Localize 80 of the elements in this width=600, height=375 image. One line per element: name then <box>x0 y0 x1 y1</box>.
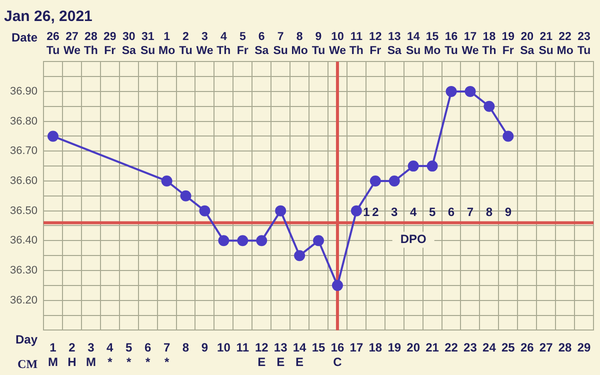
x-tick-label: 9 Tu <box>312 31 326 57</box>
annotation: 6 <box>448 205 455 220</box>
annotation: 4 <box>410 205 417 220</box>
x2-tick-label: 19 <box>388 340 402 355</box>
annotation: 3 <box>391 205 398 220</box>
x2-tick-label: 29 <box>577 340 592 355</box>
x2-tick-label: 7 * <box>163 340 170 370</box>
x-tick-label: 4 Th <box>216 31 231 57</box>
x-tick-label: 15 Mo <box>424 31 441 57</box>
x2-tick-label: 21 <box>426 340 440 355</box>
y-tick-label: 36.90 <box>10 85 38 98</box>
x-tick-label: 3 We <box>196 31 214 57</box>
x2-tick-label: 1 M <box>48 340 58 370</box>
x-tick-label: 18 Th <box>482 31 496 57</box>
text: CM <box>18 357 38 372</box>
x2-tick-label: 15 <box>312 340 326 355</box>
x2-tick-label: 25 <box>501 340 516 355</box>
x2-tick-label: 16 C <box>330 340 344 370</box>
annotation: 9 <box>504 205 512 220</box>
x2-tick-label: 14 E <box>292 340 307 370</box>
x2-tick-label: 20 <box>406 340 420 355</box>
y-tick-label: 36.60 <box>10 175 38 188</box>
annotation: 8 <box>486 205 493 220</box>
x-tick-label: 26 Tu <box>46 31 60 57</box>
chart-title: Jan 26, 2021 <box>4 8 92 26</box>
x2-tick-label: 22 <box>444 340 458 355</box>
x-tick-label: 29 Fr <box>104 31 116 57</box>
annotation: 1 <box>363 205 370 220</box>
x-tick-label: 21 Su <box>538 31 554 57</box>
x2-tick-label: 12 E <box>254 340 269 370</box>
y-tick-label: 36.70 <box>10 145 38 158</box>
x2-tick-label: 13 E <box>274 340 288 370</box>
x-tick-label: 6 Sa <box>254 31 270 57</box>
x-tick-label: 17 We <box>462 31 479 57</box>
y-tick-label: 36.80 <box>10 115 38 128</box>
x2-tick-label: 18 <box>368 340 382 355</box>
x-tick-label: 14 Su <box>406 31 421 57</box>
x-tick-label: 31 Su <box>140 31 156 57</box>
y-tick-label: 36.30 <box>10 264 38 277</box>
x-tick-label: 20 Sa <box>520 31 535 57</box>
x-tick-label: 8 Mo <box>291 31 308 57</box>
x2-tick-label: 23 <box>464 340 478 355</box>
annotation: 2 <box>372 205 380 220</box>
x-tick-label: 28 Th <box>84 31 98 57</box>
x2-tick-label: 11 <box>236 340 250 355</box>
x-tick-label: 12 Fr <box>369 31 382 57</box>
y-tick-label: 36.50 <box>10 204 38 217</box>
x2-tick-label: 26 <box>520 340 534 355</box>
x2-tick-label: 3 M <box>86 340 96 370</box>
x-axis-title: Date <box>12 30 38 44</box>
x2-tick-label: 5 * <box>126 340 133 370</box>
x2-tick-label: 17 <box>350 340 364 355</box>
x-tick-label: 19 Fr <box>502 31 515 57</box>
x2-tick-label: 2 H <box>68 340 76 370</box>
y-tick-label: 36.20 <box>10 294 38 306</box>
x-tick-label: 10 We <box>328 31 346 57</box>
annotation: 5 <box>428 205 436 220</box>
annotation: DPO <box>400 232 426 246</box>
x2-tick-label: 9 <box>201 340 208 355</box>
x2-tick-label: 10 <box>217 340 231 355</box>
x-tick-label: 22 Mo <box>556 31 574 57</box>
x2-tick-label: 6 * <box>144 340 152 370</box>
x-tick-label: 5 Fr <box>236 31 249 57</box>
x-tick-label: 11 Th <box>349 31 364 57</box>
x2-tick-label: 28 <box>558 340 572 355</box>
x-tick-label: 7 Su <box>273 31 288 57</box>
x-tick-label: 13 Sa <box>387 31 402 57</box>
x-tick-label: 30 Sa <box>122 31 136 57</box>
x2-tick-label: 27 <box>539 340 554 355</box>
x-tick-label: 27 We <box>63 31 80 57</box>
x2-axis-title: Day <box>16 332 38 347</box>
x-tick-label: 2 Tu <box>179 31 192 57</box>
annotation: 7 <box>466 205 474 220</box>
x-tick-label: 23 Tu <box>577 31 591 57</box>
x-tick-label: 1 Mo <box>158 31 176 57</box>
x2-tick-label: 24 <box>482 340 496 355</box>
x2-tick-label: 4 * <box>106 340 114 370</box>
x-tick-label: 16 Tu <box>444 31 458 57</box>
y-tick-label: 36.40 <box>10 234 38 247</box>
x2-tick-label: 8 <box>182 340 190 355</box>
